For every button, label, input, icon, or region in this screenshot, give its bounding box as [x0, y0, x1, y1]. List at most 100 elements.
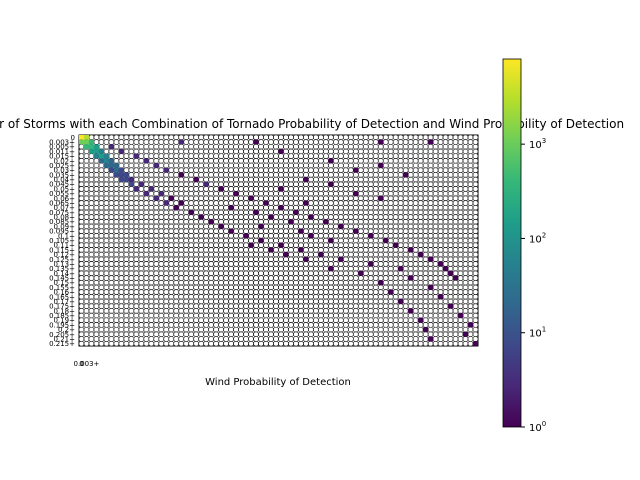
- heatmap-cell-empty: [198, 298, 204, 305]
- heatmap-cell-empty: [78, 326, 85, 333]
- heatmap-cell-empty: [357, 242, 364, 248]
- heatmap-cell-empty: [168, 172, 175, 178]
- heatmap-cell-empty: [213, 195, 219, 201]
- heatmap-cell-empty: [462, 167, 469, 173]
- heatmap-cell-empty: [158, 162, 165, 169]
- heatmap-cell-empty: [362, 148, 369, 155]
- heatmap-cell-empty: [288, 176, 294, 183]
- heatmap-cell-empty: [233, 280, 239, 286]
- heatmap-cell-empty: [168, 209, 175, 216]
- heatmap-cell-empty: [402, 228, 409, 234]
- heatmap-cell-empty: [382, 205, 389, 211]
- heatmap-cell-empty: [343, 167, 349, 173]
- heatmap-cell: [88, 144, 94, 150]
- heatmap-cell-empty: [213, 144, 219, 150]
- heatmap-cell-empty: [407, 331, 414, 337]
- heatmap-cell-empty: [372, 275, 379, 281]
- heatmap-cell-empty: [253, 228, 259, 234]
- heatmap-cell-empty: [213, 228, 219, 234]
- heatmap-cell-empty: [203, 247, 209, 253]
- heatmap-cell-empty: [293, 280, 299, 286]
- heatmap-cell-empty: [233, 153, 239, 159]
- heatmap-cell-empty: [372, 144, 379, 150]
- heatmap-cell-empty: [153, 167, 160, 173]
- heatmap-cell-empty: [392, 209, 399, 216]
- heatmap-cell-empty: [328, 209, 334, 216]
- heatmap-cell-empty: [198, 172, 204, 178]
- heatmap-cell-empty: [108, 134, 115, 140]
- heatmap-cell-empty: [213, 322, 219, 328]
- heatmap-cell-empty: [372, 237, 379, 244]
- heatmap-cell-empty: [103, 336, 110, 342]
- heatmap-cell-empty: [193, 298, 200, 305]
- heatmap-cell-empty: [203, 298, 209, 305]
- heatmap-cell-empty: [108, 312, 115, 319]
- heatmap-cell-empty: [298, 134, 304, 140]
- heatmap-cell-empty: [422, 322, 429, 328]
- heatmap-cell-empty: [213, 265, 219, 272]
- heatmap-cell-empty: [93, 205, 100, 211]
- heatmap-cell-empty: [203, 275, 209, 281]
- heatmap-cell-empty: [382, 247, 389, 253]
- heatmap-cell-empty: [88, 167, 95, 173]
- heatmap-cell-empty: [303, 265, 309, 272]
- heatmap-cell-empty: [158, 331, 165, 337]
- heatmap-cell-empty: [158, 326, 165, 333]
- heatmap-cell-empty: [362, 237, 369, 244]
- heatmap-cell-empty: [163, 219, 170, 225]
- heatmap-cell-empty: [188, 214, 195, 220]
- heatmap-cell-empty: [387, 176, 394, 183]
- heatmap-cell-empty: [402, 341, 409, 347]
- heatmap-cell-empty: [323, 270, 329, 276]
- heatmap-cell-empty: [298, 298, 304, 305]
- heatmap-cell-empty: [417, 336, 424, 342]
- heatmap-cell-empty: [133, 270, 140, 276]
- heatmap-cell-empty: [318, 148, 324, 155]
- heatmap-cell-empty: [173, 186, 180, 192]
- heatmap-cell-empty: [203, 139, 209, 145]
- heatmap-cell-empty: [362, 294, 369, 300]
- heatmap-cell-empty: [243, 172, 249, 178]
- heatmap-cell-empty: [113, 326, 120, 333]
- heatmap-cell-empty: [203, 251, 209, 258]
- heatmap-cell-empty: [128, 261, 135, 267]
- heatmap-cell-empty: [203, 265, 209, 272]
- heatmap-cell-empty: [357, 172, 364, 178]
- heatmap-cell-empty: [258, 148, 264, 155]
- heatmap-cell-empty: [303, 341, 309, 347]
- heatmap-cell-empty: [348, 256, 354, 262]
- heatmap-cell-empty: [422, 186, 429, 192]
- heatmap-cell-empty: [303, 289, 309, 295]
- heatmap-cell-empty: [168, 265, 175, 272]
- heatmap-cell-empty: [83, 237, 90, 244]
- heatmap-cell-empty: [328, 284, 334, 291]
- heatmap-cell-empty: [263, 294, 269, 300]
- heatmap-cell-empty: [103, 256, 110, 262]
- heatmap-cell-empty: [303, 294, 309, 300]
- heatmap-cell-empty: [367, 186, 374, 192]
- heatmap-cell-empty: [318, 284, 324, 291]
- heatmap-cell-empty: [417, 247, 424, 253]
- heatmap-cell-empty: [148, 223, 155, 230]
- heatmap-cell-empty: [93, 214, 100, 220]
- heatmap-cell-empty: [168, 219, 175, 225]
- heatmap-cell-empty: [308, 265, 314, 272]
- heatmap-cell-empty: [323, 134, 329, 140]
- heatmap-cell-empty: [148, 312, 155, 319]
- heatmap-cell-empty: [213, 341, 219, 347]
- heatmap-cell-empty: [437, 190, 444, 197]
- heatmap-cell-empty: [382, 233, 389, 239]
- heatmap-cell-empty: [437, 289, 444, 295]
- heatmap-cell-empty: [422, 158, 429, 164]
- heatmap-cell-empty: [397, 322, 404, 328]
- heatmap-cell-empty: [328, 176, 334, 183]
- heatmap-cell: [108, 158, 114, 164]
- heatmap-cell-empty: [362, 312, 369, 319]
- heatmap-cell-empty: [168, 251, 175, 258]
- heatmap-cell-empty: [283, 233, 289, 239]
- heatmap-cell-empty: [303, 148, 309, 155]
- heatmap-cell-empty: [402, 247, 409, 253]
- heatmap-cell-empty: [143, 298, 150, 305]
- heatmap-cell: [163, 167, 169, 173]
- heatmap-cell-empty: [233, 326, 239, 333]
